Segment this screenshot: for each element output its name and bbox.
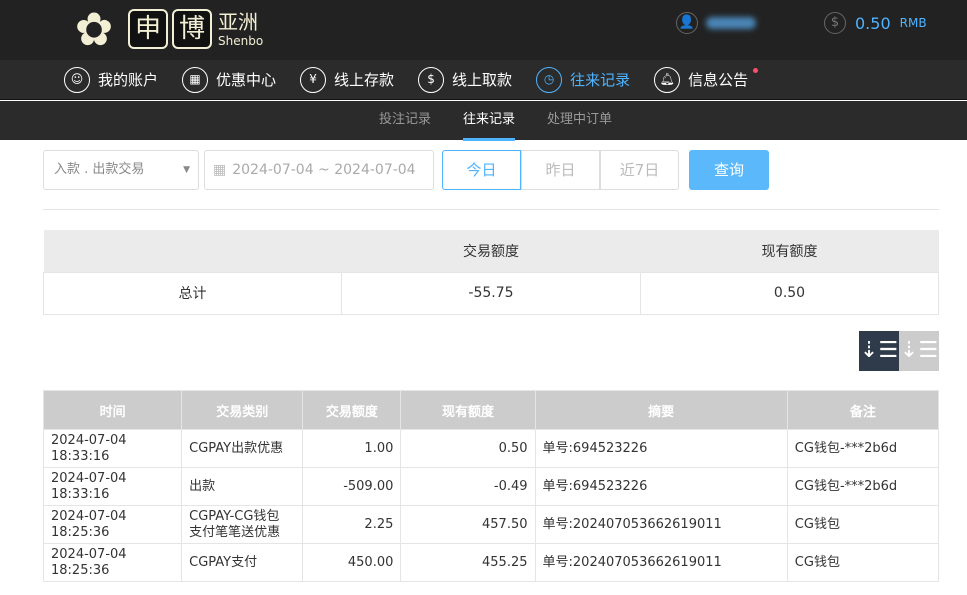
cell-type: CGPAY-CG钱包支付笔笔送优惠	[181, 505, 304, 544]
date-range-value: 2024-07-04 ~ 2024-07-04	[232, 162, 416, 178]
table-row: 2024-07-04 18:33:16 出款 -509.00 -0.49 单号:6945…	[42, 467, 940, 506]
today-button[interactable]: 今日	[442, 150, 521, 190]
cell-balance: 457.50	[400, 505, 536, 544]
cell-balance: 455.25	[400, 543, 536, 582]
column-header: 时间	[42, 390, 183, 430]
date-range-input[interactable]: ▦ 2024-07-04 ~ 2024-07-04	[204, 150, 434, 190]
cell-summary: 单号:694523226	[534, 429, 788, 468]
summary-balance: 0.50	[640, 271, 939, 315]
logo[interactable]: ✿ 申 博 亚洲 Shenbo	[64, 2, 263, 56]
column-header: 备注	[786, 390, 940, 430]
logo-char: 博	[172, 9, 212, 49]
tab-transaction-records[interactable]: 往来记录	[462, 101, 516, 141]
divider	[43, 209, 939, 210]
column-header: 摘要	[534, 390, 788, 430]
username-blurred	[706, 17, 756, 29]
summary-amount: -55.75	[341, 271, 641, 315]
cell-note: CG钱包	[786, 543, 940, 582]
cell-type: CGPAY支付	[181, 543, 304, 582]
logo-en: Shenbo	[218, 33, 264, 48]
sort-toggle: ⇣☰ ⇣☰	[859, 331, 939, 371]
user-info[interactable]: 👤	[676, 12, 756, 34]
cell-note: CG钱包-***2b6d	[786, 467, 940, 506]
cell-time: 2024-07-04 18:25:36	[42, 505, 183, 544]
balance-value: 0.50	[855, 13, 891, 33]
nav-label: 我的账户	[98, 71, 159, 89]
nav-my-account[interactable]: ☺ 我的账户	[64, 60, 158, 99]
user-icon: 👤	[676, 12, 698, 34]
nav-label: 往来记录	[570, 71, 631, 89]
nav-promotions[interactable]: ▦ 优惠中心	[182, 60, 276, 99]
logo-char: 申	[128, 9, 168, 49]
column-header: 交易额度	[302, 390, 402, 430]
nav-label: 线上取款	[452, 71, 513, 89]
last-7-days-button[interactable]: 近7日	[600, 150, 679, 190]
cell-summary: 单号:202407053662619011	[534, 543, 788, 582]
cell-summary: 单号:694523226	[534, 467, 788, 506]
summary-header: 交易额度	[341, 230, 641, 272]
sort-desc-icon[interactable]: ⇣☰	[859, 331, 899, 371]
sub-nav: 投注记录 往来记录 处理中订单	[0, 101, 967, 141]
record-icon: ◷	[536, 66, 563, 93]
summary-header-empty	[43, 230, 342, 272]
table-row: 2024-07-04 18:33:16 CGPAY出款优惠 1.00 0.50 单号:6…	[42, 429, 940, 468]
cell-time: 2024-07-04 18:33:16	[42, 429, 183, 468]
caret-down-icon: ▼	[183, 165, 190, 175]
sort-asc-icon[interactable]: ⇣☰	[899, 331, 939, 371]
cell-note: CG钱包-***2b6d	[786, 429, 940, 468]
nav-label: 优惠中心	[216, 71, 277, 89]
cell-amount: 450.00	[302, 543, 402, 582]
cell-type: CGPAY出款优惠	[181, 429, 304, 468]
summary-table: 交易额度 现有额度 总计 -55.75 0.50	[43, 230, 939, 315]
cell-amount: 2.25	[302, 505, 402, 544]
query-button[interactable]: 查询	[689, 150, 769, 190]
filter-bar: 入款 . 出款交易 ▼ ▦ 2024-07-04 ~ 2024-07-04 今日 昨…	[43, 150, 769, 190]
cell-amount: -509.00	[302, 467, 402, 506]
tab-pending-orders[interactable]: 处理中订单	[547, 112, 613, 127]
withdraw-icon: $	[418, 66, 445, 93]
flower-logo-icon: ✿	[74, 2, 114, 56]
cell-time: 2024-07-04 18:33:16	[42, 467, 183, 506]
transaction-type-select[interactable]: 入款 . 出款交易 ▼	[43, 150, 199, 190]
nav-label: 信息公告	[688, 71, 749, 89]
cell-time: 2024-07-04 18:25:36	[42, 543, 183, 582]
tab-bet-records[interactable]: 投注记录	[378, 112, 431, 127]
user-icon: ☺	[64, 66, 90, 93]
table-row: 2024-07-04 18:25:36 CGPAY-CG钱包支付笔笔送优惠 2.25…	[42, 505, 940, 544]
records-table: 时间 交易类别 交易额度 现有额度 摘要 备注 2024-07-04 18:33:16 CG…	[42, 390, 940, 582]
yesterday-button[interactable]: 昨日	[521, 150, 600, 190]
cell-balance: 0.50	[400, 429, 536, 468]
summary-label: 总计	[43, 271, 342, 315]
logo-cn: 亚洲	[218, 9, 258, 34]
nav-announcements[interactable]: 🔔︎ 信息公告	[654, 60, 759, 99]
calendar-icon: ▦	[213, 162, 227, 178]
cell-balance: -0.49	[400, 467, 536, 506]
table-row: 2024-07-04 18:25:36 CGPAY支付 450.00 455.25 单号…	[42, 543, 940, 582]
notification-dot	[753, 68, 759, 73]
summary-header: 现有额度	[640, 230, 939, 272]
nav-deposit[interactable]: ¥ 线上存款	[300, 60, 394, 99]
balance: $ 0.50 RMB	[824, 12, 927, 34]
gift-icon: ▦	[182, 66, 209, 93]
select-value: 入款 . 出款交易	[54, 162, 145, 177]
deposit-icon: ¥	[300, 66, 327, 93]
dollar-icon: $	[824, 12, 846, 34]
cell-note: CG钱包	[786, 505, 940, 544]
column-header: 现有额度	[400, 390, 536, 430]
nav-label: 线上存款	[334, 71, 395, 89]
cell-amount: 1.00	[302, 429, 402, 468]
currency: RMB	[899, 16, 927, 30]
nav-withdraw[interactable]: $ 线上取款	[418, 60, 512, 99]
bell-icon: 🔔︎	[654, 66, 681, 93]
cell-type: 出款	[181, 467, 304, 506]
top-bar: ✿ 申 博 亚洲 Shenbo 👤 $ 0.50 RMB	[0, 0, 967, 60]
nav-records[interactable]: ◷ 往来记录	[536, 60, 630, 99]
column-header: 交易类别	[181, 390, 304, 430]
main-nav: ☺ 我的账户 ▦ 优惠中心 ¥ 线上存款 $ 线上取款 ◷ 往来记录 🔔︎ 信息公告	[0, 60, 967, 100]
cell-summary: 单号:202407053662619011	[534, 505, 788, 544]
